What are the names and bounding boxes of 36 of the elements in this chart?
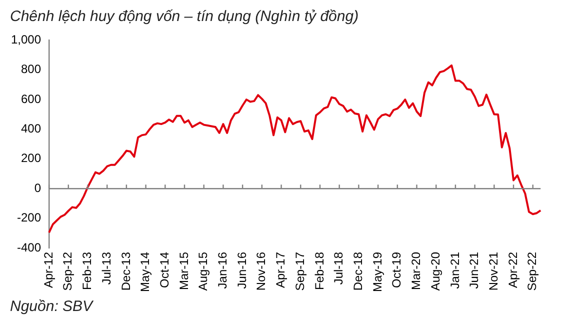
x-tick-label: Sep-22 xyxy=(525,252,540,291)
chart-title: Chênh lệch huy động vốn – tín dụng (Nghìn tỷ đồng) xyxy=(9,8,360,27)
y-tick-label: -400 xyxy=(17,240,42,254)
x-tick-label: Mar-15 xyxy=(176,252,191,290)
x-tick-label: Oct-19 xyxy=(390,252,404,288)
x-tick-label: Jul-13 xyxy=(99,252,114,285)
y-tick-label: 800 xyxy=(21,62,42,76)
x-tick-label: Nov-21 xyxy=(486,252,500,291)
x-tick-label: Jan-21 xyxy=(448,252,462,289)
x-tick-label: Apr-17 xyxy=(274,252,288,288)
x-tick-label: Sep-12 xyxy=(60,252,75,291)
x-tick-label: Jun-21 xyxy=(467,252,482,289)
y-tick-label: 400 xyxy=(21,122,42,136)
x-tick-label: May-19 xyxy=(370,252,384,292)
x-tick-label: Aug-20 xyxy=(428,252,442,291)
x-tick-label: Jun-16 xyxy=(234,252,249,289)
y-tick-label: 0 xyxy=(34,180,42,195)
x-tick-label: Feb-13 xyxy=(80,252,94,290)
x-tick-label: Oct-14 xyxy=(157,252,172,288)
text: Nguồn: SBV xyxy=(9,298,94,315)
x-tick-label: Jan-16 xyxy=(216,252,230,289)
y-tick-label: 1,000 xyxy=(11,32,42,47)
x-tick-label: Apr-22 xyxy=(506,252,520,288)
x-tick-label: Sep-17 xyxy=(292,252,307,291)
x-tick-label: May-14 xyxy=(138,252,152,292)
y-tick-label: 200 xyxy=(21,151,42,166)
x-tick-label: Dec-13 xyxy=(118,252,133,291)
x-tick-label: Dec-18 xyxy=(350,252,365,291)
x-tick-label: Nov-16 xyxy=(254,252,268,291)
y-tick-label: 600 xyxy=(21,92,42,106)
x-tick-label: Apr-12 xyxy=(41,252,56,288)
x-tick-label: Jul-18 xyxy=(332,252,346,285)
y-tick-label: -200 xyxy=(17,210,42,225)
x-tick-label: Mar-20 xyxy=(409,252,424,290)
x-tick-label: Aug-15 xyxy=(196,252,210,291)
x-tick-label: Feb-18 xyxy=(312,252,326,290)
